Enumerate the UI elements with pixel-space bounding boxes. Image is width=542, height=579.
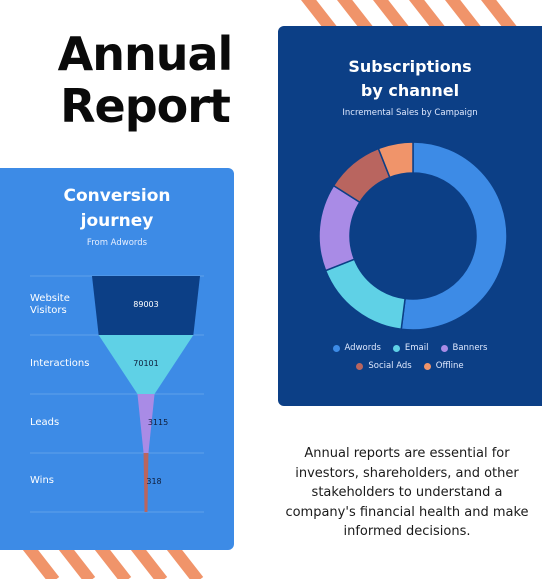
- funnel-title-line-2: journey: [80, 211, 154, 231]
- legend-label-social-ads: Social Ads: [368, 361, 412, 371]
- decorative-stripe: [330, 0, 378, 26]
- funnel-chart: [30, 275, 204, 513]
- decorative-stripes-bottom: [0, 545, 230, 579]
- legend-dot-adwords: [332, 344, 340, 352]
- funnel-value-website-visitors: 89003: [133, 300, 159, 309]
- funnel-title-line-1: Conversion: [63, 186, 171, 206]
- legend-dot-email: [392, 344, 400, 352]
- legend-label-offline: Offline: [435, 361, 464, 371]
- donut-slice-email: [324, 258, 406, 331]
- legend-dot-banners: [440, 344, 448, 352]
- funnel-label-website-visitors-line-1: Website: [30, 293, 70, 304]
- funnel-subtitle: From Adwords: [86, 238, 148, 248]
- decorative-stripe: [12, 545, 60, 579]
- donut-title-line-1: Subscriptions: [348, 57, 472, 76]
- legend-label-banners: Banners: [452, 343, 488, 353]
- legend-label-adwords: Adwords: [344, 343, 381, 353]
- decorative-stripe: [402, 0, 450, 26]
- report-title-line-2: Report: [60, 79, 231, 133]
- legend-item-email: Email: [392, 343, 429, 353]
- decorative-stripe: [366, 0, 414, 26]
- legend-item-adwords: Adwords: [332, 343, 381, 353]
- conversion-funnel-card: Conversion journey From Adwords Website …: [0, 168, 234, 550]
- legend-item-social-ads: Social Ads: [356, 361, 412, 371]
- funnel-label-leads: Leads: [30, 417, 60, 428]
- decorative-stripe: [294, 0, 342, 26]
- funnel-value-leads: 3115: [147, 418, 169, 427]
- funnel-segment-wins: [143, 453, 149, 512]
- decorative-stripe: [474, 0, 522, 26]
- donut-slice-offline: [377, 141, 414, 179]
- donut-chart: [318, 141, 508, 331]
- report-title-line-1: Annual: [57, 27, 234, 81]
- legend-dot-social-ads: [356, 362, 364, 370]
- report-title: Annual Report: [40, 28, 250, 132]
- subscriptions-donut-card: Subscriptions by channel Incremental Sal…: [278, 26, 542, 406]
- donut-slice-adwords: [400, 141, 508, 331]
- funnel-label-website-visitors-line-2: Visitors: [30, 305, 67, 316]
- funnel-segment-website-visitors: [92, 276, 200, 335]
- funnel-label-website-visitors: Website Visitors: [30, 293, 70, 317]
- donut-subtitle: Incremental Sales by Campaign: [342, 108, 478, 118]
- funnel-label-wins: Wins: [30, 475, 54, 486]
- legend-label-email: Email: [404, 343, 429, 353]
- donut-legend-row-2: Social Ads Offline: [278, 361, 542, 371]
- legend-item-offline: Offline: [423, 361, 464, 371]
- donut-title-line-2: by channel: [360, 81, 460, 100]
- funnel-segment-interactions: [98, 335, 194, 394]
- funnel-value-wins: 318: [146, 477, 162, 486]
- decorative-stripes-top: [290, 0, 542, 26]
- decorative-stripe: [438, 0, 486, 26]
- legend-dot-offline: [423, 362, 431, 370]
- funnel-segment-leads: [137, 394, 155, 453]
- legend-item-banners: Banners: [440, 343, 488, 353]
- funnel-label-interactions: Interactions: [30, 358, 90, 369]
- funnel-value-interactions: 70101: [133, 359, 159, 368]
- donut-legend-row-1: Adwords Email Banners: [278, 343, 542, 353]
- report-description: Annual reports are essential for investo…: [285, 446, 529, 539]
